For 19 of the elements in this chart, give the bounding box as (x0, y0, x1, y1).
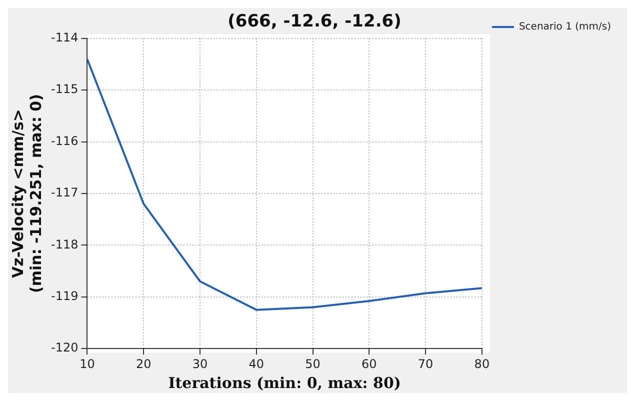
y-tick-label: -114 (51, 30, 78, 45)
x-tick-label: 10 (80, 356, 95, 371)
x-tick-label: 20 (136, 356, 152, 371)
y-axis-title: Vz-Velocity <mm/s> (min: -119.251, max: 0) (8, 94, 45, 293)
y-tick-label: -119 (51, 289, 78, 304)
y-tick-label: -118 (51, 237, 78, 252)
x-tick-label: 50 (305, 356, 320, 371)
x-tick-label: 70 (418, 356, 434, 371)
x-tick-label: 80 (474, 356, 490, 371)
y-tick-label: -120 (51, 340, 78, 355)
x-tick-label: 30 (192, 356, 208, 371)
y-tick-label: -117 (51, 186, 78, 200)
chart-title: (666, -12.6, -12.6) (228, 12, 402, 32)
y-tick-label: -116 (51, 134, 78, 148)
x-axis-title: Iterations (min: 0, max: 80) (168, 374, 401, 392)
x-tick-label: 40 (248, 356, 264, 371)
legend-label: Scenario 1 (mm/s) (518, 22, 612, 33)
x-tick-label: 60 (362, 356, 377, 371)
y-tick-label: -115 (51, 82, 78, 96)
